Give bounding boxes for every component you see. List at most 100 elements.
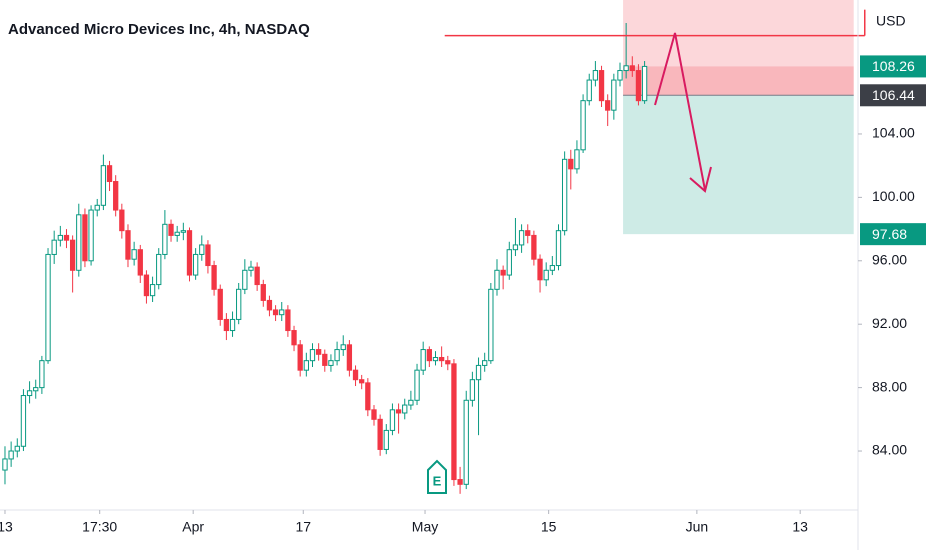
candle-body: [82, 214, 88, 262]
y-tick-label: 104.00: [872, 125, 915, 141]
candle-body: [106, 165, 113, 183]
candle-body: [352, 369, 359, 381]
y-tick-label: 100.00: [872, 188, 915, 204]
candle-body: [266, 299, 273, 311]
earnings-badge[interactable]: [427, 459, 447, 494]
candle-body: [605, 100, 611, 111]
candle-body: [543, 269, 549, 281]
candle-body: [518, 230, 525, 246]
candle-body: [131, 249, 137, 260]
x-tick-label: 17:30: [82, 519, 117, 535]
candle-body: [426, 349, 432, 362]
candle-body: [100, 165, 107, 206]
candle-body: [143, 274, 150, 297]
candle-body: [285, 309, 291, 332]
candle-body: [149, 284, 156, 297]
candle-body: [346, 344, 353, 371]
candle-body: [2, 458, 8, 471]
earnings-letter[interactable]: E: [433, 473, 442, 488]
candle-body: [457, 479, 463, 485]
candle-body: [45, 253, 51, 362]
x-tick-label: May: [412, 519, 438, 535]
candle-body: [389, 409, 396, 431]
candle-body: [611, 79, 617, 111]
candle-body: [8, 450, 14, 460]
candle-body: [494, 269, 500, 290]
candle-body: [568, 158, 574, 170]
candle-body: [469, 379, 476, 401]
candle-body: [63, 234, 70, 241]
candle-body: [26, 390, 33, 397]
candle-body: [229, 318, 236, 332]
candle-body: [113, 181, 119, 211]
candle-body: [549, 265, 555, 271]
chart-title: Advanced Micro Devices Inc, 4h, NASDAQ: [8, 21, 310, 38]
candle-body: [377, 418, 383, 450]
last-price-label: 108.26: [872, 58, 915, 74]
candle-body: [303, 360, 309, 371]
candle-body: [180, 230, 186, 233]
y-tick-label: 84.00: [872, 442, 907, 458]
earnings-icon[interactable]: E: [427, 459, 447, 494]
candle-body: [500, 269, 506, 276]
entry-label-box: [860, 84, 926, 107]
candle-body: [125, 230, 131, 260]
candle-body: [432, 356, 439, 362]
candle-body: [168, 223, 174, 236]
candle-body: [291, 330, 297, 346]
title-backdrop: [0, 14, 290, 46]
candle-body: [272, 309, 279, 316]
drawn-arrow: [654, 32, 706, 191]
candle-body: [463, 399, 469, 485]
candle-body: [506, 249, 512, 276]
candle-body: [223, 318, 230, 332]
candle-body: [39, 360, 45, 389]
x-tick-label: 15: [541, 519, 557, 535]
candle-body: [156, 253, 162, 286]
last-price-label-box: [860, 55, 926, 78]
candle-body: [315, 349, 322, 355]
candle-body: [297, 344, 303, 371]
candle-body: [525, 230, 531, 236]
open-loss-zone: [623, 66, 854, 96]
x-tick-label: 17: [295, 519, 311, 535]
candle-body: [402, 404, 408, 414]
candle-body: [512, 244, 519, 251]
arrow-head: [689, 166, 712, 193]
candle-body: [635, 70, 642, 102]
candle-body: [598, 70, 605, 102]
candle-body: [57, 234, 63, 241]
y-tick-label: 96.00: [872, 251, 907, 267]
candle-body: [617, 70, 623, 81]
candle-body: [414, 369, 420, 401]
candle-body: [186, 230, 193, 276]
candle-body: [561, 158, 568, 232]
candle-body: [365, 382, 371, 411]
overlay: [444, 9, 866, 37]
candle-body: [322, 353, 328, 366]
candle-body: [94, 204, 100, 211]
currency: USD: [876, 13, 906, 29]
candle-body: [76, 214, 82, 271]
y-tick-label: 88.00: [872, 378, 907, 394]
candle-body: [383, 429, 389, 450]
candle-body: [488, 288, 494, 362]
candle-body: [20, 395, 27, 447]
candle-body: [359, 379, 365, 384]
candle-body: [260, 284, 266, 301]
x-tick-label: Jun: [686, 519, 709, 535]
candles: [2, 22, 648, 494]
position-tool: [623, 0, 854, 235]
candle-body: [537, 258, 543, 281]
candle-body: [623, 65, 629, 72]
candle-body: [586, 79, 592, 102]
candle-body: [629, 65, 635, 72]
axes: 84.00 88.00 92.00 96.00 100.00 104.00 13 17:30 A…: [0, 55, 926, 535]
candle-body: [395, 409, 402, 414]
target-label: 97.68: [872, 226, 907, 242]
candle-body: [574, 149, 580, 170]
candle-body: [580, 100, 586, 151]
candle-body: [445, 360, 451, 365]
candle-body: [408, 399, 414, 406]
